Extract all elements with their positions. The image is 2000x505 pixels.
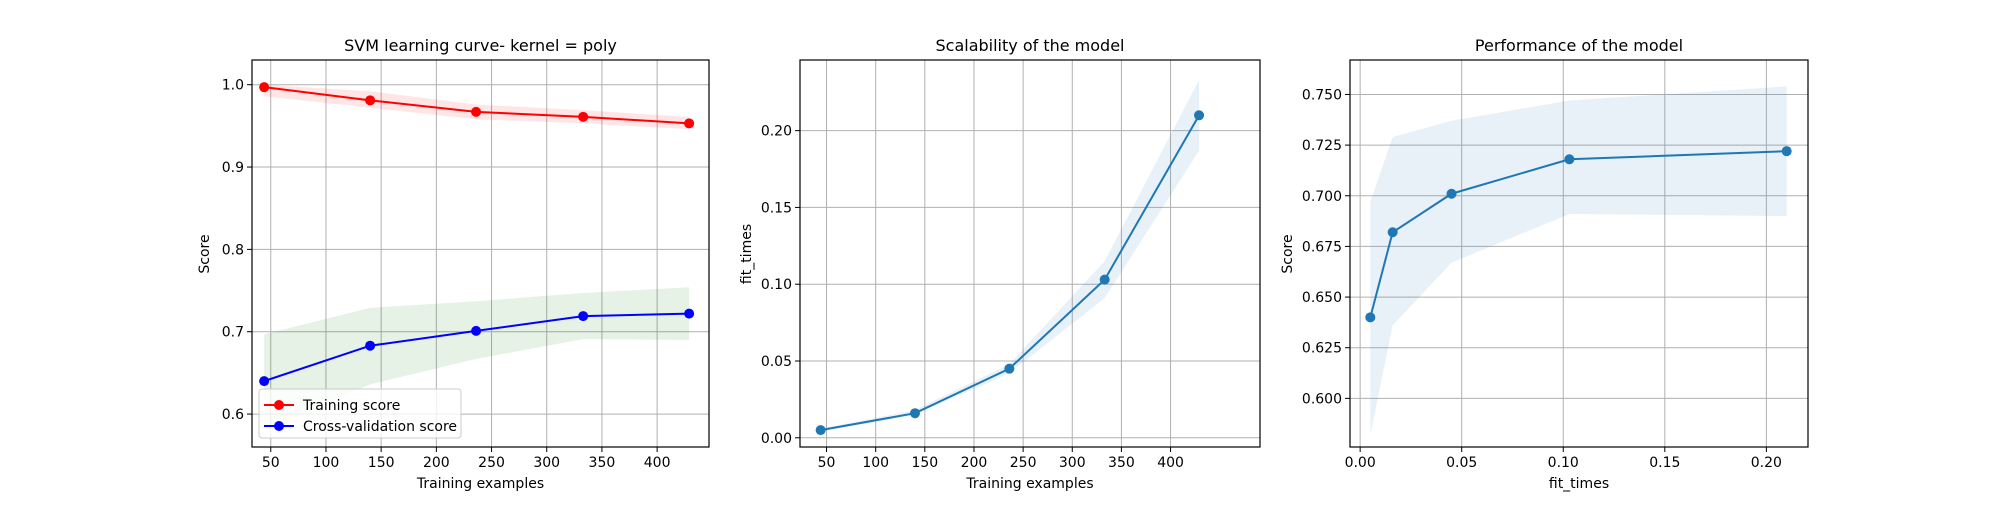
chart-3-x-tick-label: 0.00: [1345, 455, 1376, 471]
chart-1-training-score-point: [259, 82, 270, 93]
chart-1-x-tick-label: 400: [644, 455, 671, 471]
chart-2-title: Scalability of the model: [936, 36, 1125, 55]
legend-label-training: Training score: [302, 398, 400, 414]
chart-3-x-tick-label: 0.10: [1548, 455, 1579, 471]
chart-2: Scalability of the model Training exampl…: [739, 36, 1125, 492]
legend-swatch-training-marker: [274, 400, 284, 410]
chart-2-x-tick-label: 250: [1010, 455, 1037, 471]
chart-1-xlabel: Training examples: [416, 476, 544, 492]
chart-2-x-tick-label: 200: [961, 455, 988, 471]
chart-2-x-tick-label: 150: [911, 455, 938, 471]
chart-1-y-tick-label: 0.6: [222, 407, 244, 423]
chart-1: SVM learning curve- kernel = poly Traini…: [197, 36, 617, 492]
chart-3-y-tick-label: 0.625: [1302, 341, 1342, 357]
chart-1-x-tick-label: 200: [423, 455, 450, 471]
chart-3-y-tick-label: 0.725: [1302, 138, 1342, 154]
chart-1-cross-validation-score-band: [264, 287, 690, 429]
chart-3-series-1-point: [1387, 227, 1398, 238]
chart-1-x-tick-label: 350: [589, 455, 616, 471]
chart-2-series-1-point: [910, 408, 920, 419]
chart-1-x-tick-label: 50: [262, 455, 280, 471]
chart-3-plot: 0.00 0.05 0.10 0.15 0.20 0.600 0.625 0.650 0.675…: [1302, 59, 1809, 471]
chart-1-y-tick-label: 0.8: [222, 242, 244, 258]
chart-3-series-1-band: [1370, 86, 1787, 435]
legend-swatch-cv-marker: [274, 421, 284, 431]
chart-3-y-tick-label: 0.650: [1302, 290, 1342, 306]
chart-2-series-1-point: [1004, 363, 1015, 374]
chart-2-series-1-point: [1099, 274, 1110, 285]
chart-2-y-tick-label: 0.20: [761, 124, 792, 140]
chart-3-xlabel: fit_times: [1549, 476, 1609, 492]
chart-1-cross-validation-score-point: [471, 325, 482, 336]
chart-1-cross-validation-score-point: [684, 308, 695, 319]
chart-1-cross-validation-score-point: [365, 340, 376, 351]
chart-3-y-tick-label: 0.700: [1302, 189, 1342, 205]
chart-1-y-tick-label: 1.0: [222, 78, 244, 94]
chart-2-x-tick-label: 400: [1157, 455, 1184, 471]
chart-2-x-tick-label: 100: [862, 455, 889, 471]
chart-2-series-1-point: [1194, 110, 1205, 121]
chart-2-series-1-band: [820, 79, 1200, 432]
legend-label-cv: Cross-validation score: [303, 419, 457, 435]
chart-2-y-tick-label: 0.05: [761, 354, 792, 370]
chart-2-ylabel: fit_times: [739, 224, 755, 284]
chart-2-plot: 50 100 150 200 250 300 350 400 0.00 0.05 0.10 0.15 0…: [761, 59, 1261, 471]
chart-1-training-score-point: [471, 106, 482, 117]
chart-2-series-1-point: [815, 425, 826, 436]
chart-1-y-tick-label: 0.9: [222, 160, 244, 176]
chart-1-legend: Training score Cross-validation score: [258, 388, 462, 439]
chart-3-y-tick-label: 0.600: [1302, 391, 1342, 407]
chart-2-y-tick-label: 0.10: [761, 277, 792, 293]
chart-3-y-tick-label: 0.750: [1302, 87, 1342, 103]
chart-3-series-1-point: [1781, 146, 1792, 157]
chart-3-series-1-point: [1365, 312, 1376, 323]
chart-1-frame: [251, 59, 710, 448]
chart-3-x-tick-label: 0.20: [1751, 455, 1782, 471]
chart-1-x-tick-label: 100: [313, 455, 340, 471]
chart-1-x-tick-label: 300: [533, 455, 560, 471]
chart-2-x-tick-label: 350: [1108, 455, 1135, 471]
chart-2-frame: [799, 59, 1261, 448]
chart-1-y-tick-label: 0.7: [222, 325, 244, 341]
chart-3: Performance of the model fit_times Score: [1280, 36, 1683, 492]
chart-2-y-tick-label: 0.15: [761, 200, 792, 216]
chart-3-series-1-point: [1446, 188, 1457, 199]
chart-1-ylabel: Score: [197, 234, 213, 273]
legend-frame: [258, 388, 462, 439]
chart-3-ylabel: Score: [1280, 234, 1296, 273]
chart-1-cross-validation-score-point: [578, 311, 589, 322]
chart-1-training-score-point: [578, 111, 589, 122]
chart-1-title: SVM learning curve- kernel = poly: [344, 36, 617, 55]
chart-1-x-tick-label: 150: [368, 455, 395, 471]
chart-3-series-1-point: [1564, 154, 1575, 165]
chart-2-x-tick-label: 300: [1059, 455, 1086, 471]
chart-3-y-tick-label: 0.675: [1302, 239, 1342, 255]
chart-1-cross-validation-score-point: [259, 376, 270, 387]
chart-1-training-score-point: [365, 95, 376, 106]
chart-1-plot: 50 100 150 200 250 300 350 400 0.6 0.7 0.8 0.9 1.0: [222, 59, 710, 471]
chart-2-y-tick-label: 0.00: [761, 431, 792, 447]
chart-2-x-tick-label: 50: [818, 455, 836, 471]
chart-2-xlabel: Training examples: [965, 476, 1093, 492]
chart-1-x-tick-label: 250: [478, 455, 505, 471]
chart-3-x-tick-label: 0.15: [1649, 455, 1680, 471]
chart-3-x-tick-label: 0.05: [1446, 455, 1477, 471]
chart-1-training-score-point: [684, 118, 695, 129]
chart-3-frame: [1349, 59, 1809, 448]
chart-3-title: Performance of the model: [1475, 36, 1683, 55]
